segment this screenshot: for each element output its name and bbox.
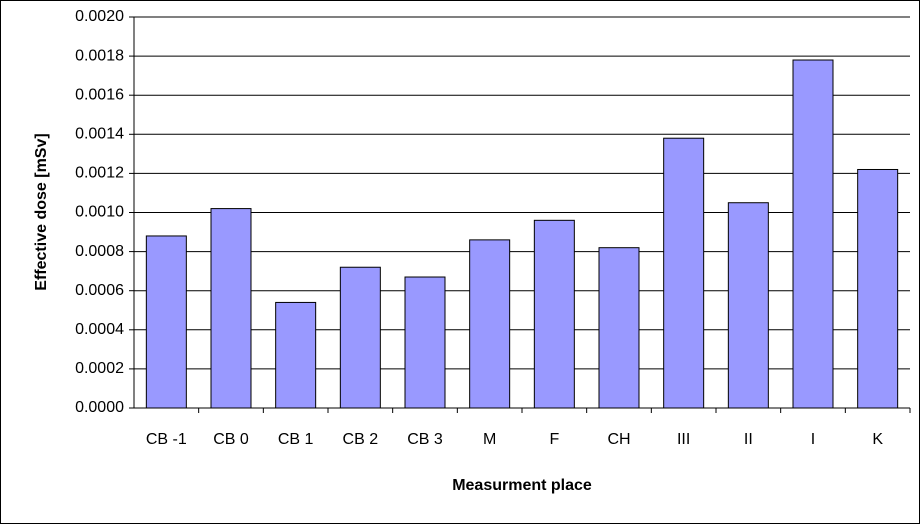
x-tick-label: F — [549, 431, 559, 448]
x-tick-label: CB 0 — [213, 431, 249, 448]
y-tick-label: 0.0014 — [75, 126, 124, 143]
y-tick-label: 0.0004 — [75, 321, 124, 338]
bar — [339, 266, 381, 409]
bar — [533, 219, 575, 409]
bar — [727, 202, 769, 409]
bar — [663, 137, 705, 409]
y-tick-label: 0.0008 — [75, 243, 124, 260]
bar — [210, 208, 252, 409]
y-tick-label: 0.0012 — [75, 165, 124, 182]
bar — [275, 301, 317, 409]
bar — [857, 168, 899, 409]
bar — [792, 59, 834, 409]
x-tick-label: CB 3 — [407, 431, 443, 448]
bar — [469, 239, 511, 409]
bar — [598, 247, 640, 409]
bar — [404, 276, 446, 409]
x-axis-title: Measurment place — [452, 477, 592, 494]
y-tick-label: 0.0018 — [75, 47, 124, 64]
x-tick-label: CB -1 — [146, 431, 187, 448]
y-tick-label: 0.0020 — [75, 8, 124, 25]
x-tick-label: M — [483, 431, 496, 448]
x-tick-label: II — [744, 431, 753, 448]
y-tick-label: 0.0002 — [75, 360, 124, 377]
x-tick-label: CH — [607, 431, 630, 448]
y-tick-label: 0.0016 — [75, 86, 124, 103]
x-tick-label: CB 2 — [343, 431, 379, 448]
y-tick-label: 0.0006 — [75, 282, 124, 299]
bar — [145, 235, 187, 409]
x-tick-label: III — [677, 431, 690, 448]
x-tick-label: I — [811, 431, 815, 448]
x-tick-label: CB 1 — [278, 431, 314, 448]
y-tick-label: 0.0000 — [75, 399, 124, 416]
y-tick-label: 0.0010 — [75, 204, 124, 221]
y-axis-title: Effective dose [mSv] — [33, 133, 50, 290]
x-tick-label: K — [872, 431, 883, 448]
